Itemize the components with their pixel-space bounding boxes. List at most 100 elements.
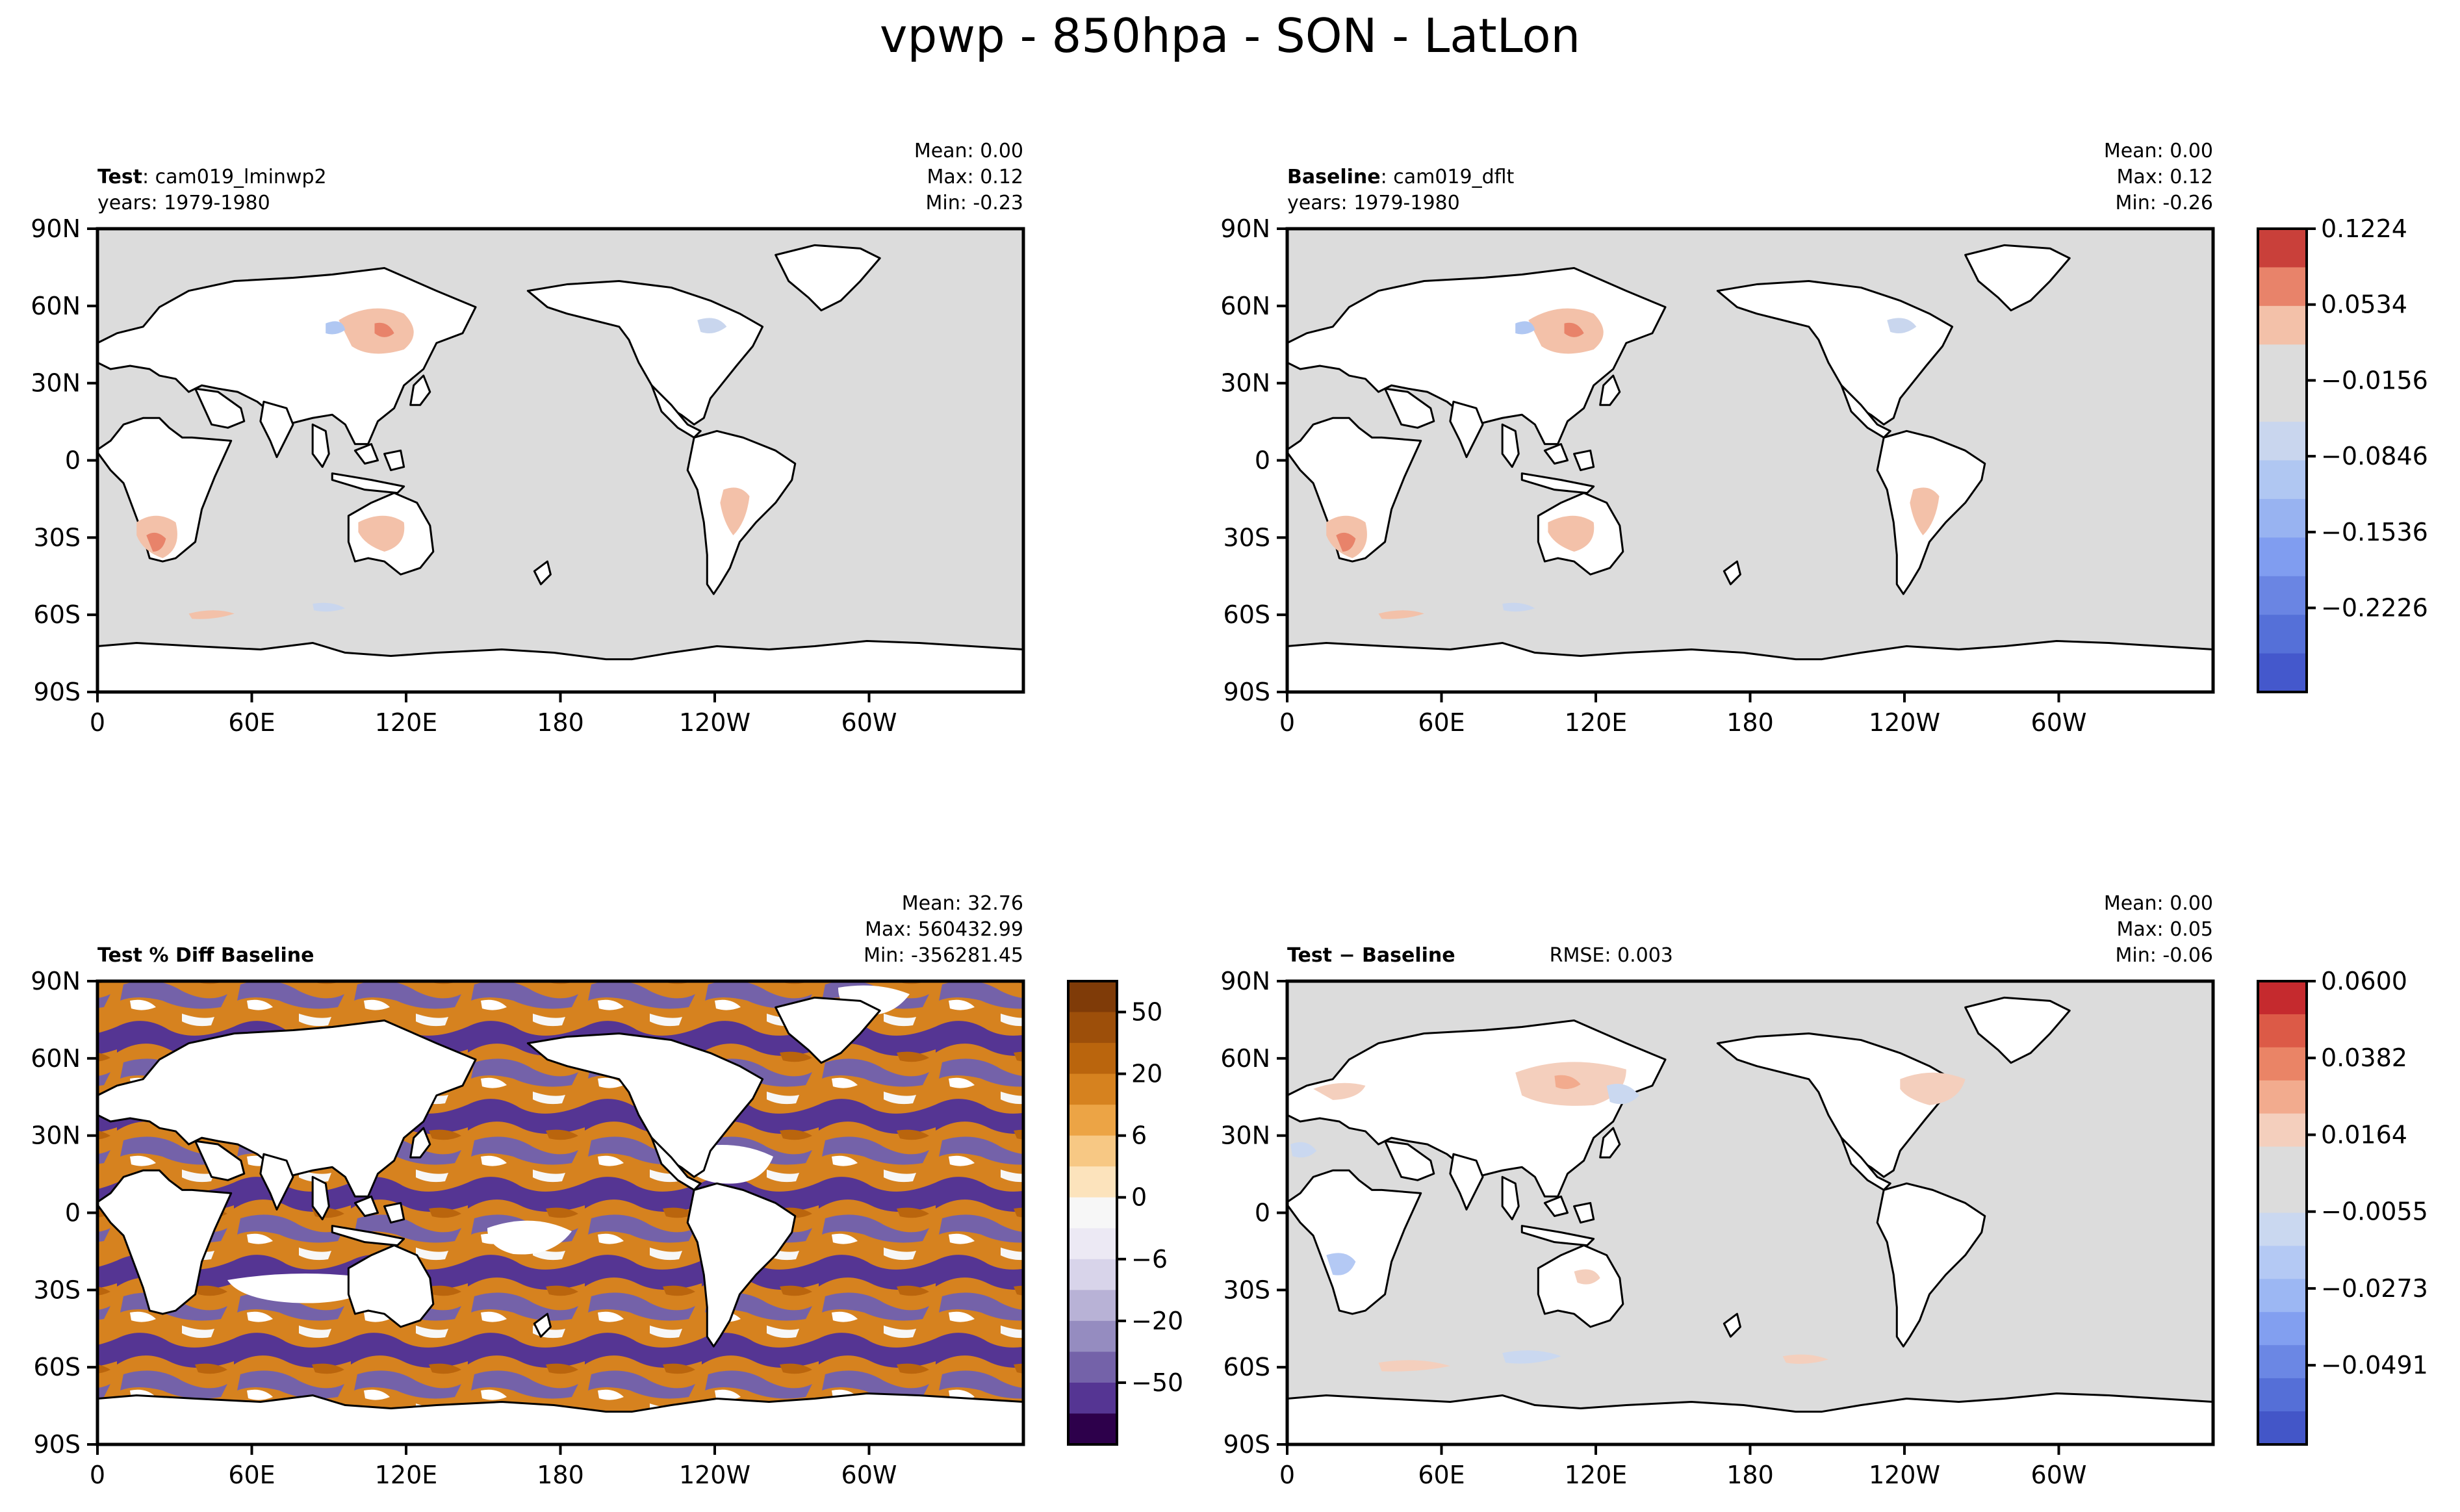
colorbar-swatch (2258, 1047, 2307, 1081)
lat-tick-label: 90N (31, 214, 81, 243)
colorbar-tick-label: −50 (1131, 1368, 1183, 1397)
panel-stat: Max: 0.05 (2117, 918, 2213, 941)
lon-tick-label: 60E (1418, 1461, 1465, 1489)
colorbar-swatch (2258, 1113, 2307, 1147)
lat-tick-label: 90S (34, 1430, 81, 1459)
colorbar-swatch (1068, 1166, 1117, 1198)
colorbar-swatch (1068, 1228, 1117, 1260)
map-plot-area (1287, 981, 2213, 1444)
lon-tick-label: 60W (2031, 708, 2087, 737)
lon-tick-label: 180 (1726, 708, 1774, 737)
colorbar-cb-pct: 50 20 6 0 −6 −20 −50 (1067, 980, 1183, 1446)
colorbar-tick-label: −0.0846 (2321, 442, 2428, 470)
panel-rmse: RMSE: 0.003 (1550, 944, 1673, 967)
lon-tick-label: 120W (679, 1461, 750, 1489)
lon-tick-label: 120E (375, 708, 438, 737)
colorbar-swatch (1068, 1290, 1117, 1322)
lon-tick-label: 60E (1418, 708, 1465, 737)
colorbar-swatch (2258, 1279, 2307, 1313)
colorbar-cb-main: 0.1224 0.0534 −0.0156 −0.0846 −0.1536 −0.2226 (2257, 214, 2428, 693)
colorbar-swatch (1068, 981, 1117, 1013)
lon-tick-label: 180 (537, 708, 584, 737)
lon-tick-label: 0 (90, 708, 105, 737)
panel-stat: Max: 0.12 (2117, 166, 2213, 188)
lon-tick-label: 120W (679, 708, 750, 737)
colorbar-swatch (2258, 1312, 2307, 1346)
panel-stat: Mean: 32.76 (902, 892, 1023, 915)
colorbar-tick-label: 0.0600 (2321, 967, 2407, 995)
map-plot-area (97, 981, 1023, 1444)
lat-tick-label: 60N (1220, 292, 1270, 320)
colorbar-swatch (1068, 1135, 1117, 1167)
lat-tick-label: 90S (1224, 678, 1270, 706)
panel-stat: Min: -0.26 (2116, 192, 2214, 214)
colorbar-swatch (2258, 1411, 2307, 1445)
panel-stat: Min: -0.23 (926, 192, 1024, 214)
colorbar-swatch (2258, 981, 2307, 1015)
lat-tick-label: 30S (34, 1275, 81, 1304)
lat-tick-label: 30S (1224, 1275, 1270, 1304)
map-panels: 90N 60N 30N 0 30S 60S 90S 0 60E 120E 180 120W 60W Tes… (31, 140, 2215, 1489)
lat-tick-label: 90S (34, 678, 81, 706)
figure-title: vpwp - 850hpa - SON - LatLon (880, 8, 1580, 63)
lat-tick-label: 60N (31, 292, 81, 320)
map-panel-pctdiff: 90N 60N 30N 0 30S 60S 90S 0 60E 120E 180 120W 60W Tes… (31, 892, 1025, 1489)
map-plot-area (1287, 229, 2213, 692)
lat-tick-label: 90N (31, 967, 81, 995)
colorbar-tick-label: 0.1224 (2321, 214, 2407, 243)
colorbar-tick-label: 6 (1131, 1121, 1147, 1150)
colorbar-swatch (2258, 576, 2307, 615)
colorbar-swatch (2258, 1014, 2307, 1048)
lat-tick-label: 60S (34, 1353, 81, 1381)
lon-tick-label: 180 (1726, 1461, 1774, 1489)
colorbar-swatch (2258, 422, 2307, 461)
colorbar-tick-label: −0.0156 (2321, 366, 2428, 394)
panel-stat: Mean: 0.00 (914, 140, 1023, 162)
lat-tick-label: 90N (1220, 214, 1270, 243)
lat-tick-label: 60S (1224, 1353, 1270, 1381)
lon-tick-label: 120E (1565, 1461, 1628, 1489)
colorbar-swatch (2258, 460, 2307, 500)
colorbar-swatch (1068, 1043, 1117, 1075)
colorbar-tick-label: 0.0382 (2321, 1044, 2407, 1072)
panel-label: Test % Diff Baseline (97, 944, 314, 967)
map-panel-diff: 90N 60N 30N 0 30S 60S 90S 0 60E 120E 180 120W 60W Tes… (1220, 892, 2215, 1489)
lon-tick-label: 60E (228, 1461, 275, 1489)
colorbar-swatch (2258, 1179, 2307, 1213)
lat-tick-label: 90N (1220, 967, 1270, 995)
colorbar-swatch (2258, 1212, 2307, 1246)
colorbar-tick-label: −0.0491 (2321, 1351, 2428, 1379)
colorbar-tick-label: 20 (1131, 1060, 1162, 1088)
colorbar-swatch (2258, 344, 2307, 384)
lat-tick-label: 60S (34, 600, 81, 629)
lat-tick-label: 60N (1220, 1044, 1270, 1073)
colorbar-swatch (1068, 1413, 1117, 1445)
colorbar-tick-label: −0.0055 (2321, 1198, 2428, 1226)
lat-tick-label: 30N (31, 1121, 81, 1150)
panel-stat: Mean: 0.00 (2104, 140, 2213, 162)
colorbar-swatch (1068, 1352, 1117, 1383)
colorbar-swatch (2258, 229, 2307, 268)
lat-tick-label: 30N (1220, 369, 1270, 398)
lat-tick-label: 60N (31, 1044, 81, 1073)
colorbar-swatch (1068, 1197, 1117, 1229)
colorbar-swatch (1068, 1320, 1117, 1352)
colorbar-swatch (1068, 1382, 1117, 1414)
lat-tick-label: 0 (65, 1199, 81, 1227)
panel-years: years: 1979-1980 (97, 192, 270, 214)
colorbars: 0.1224 0.0534 −0.0156 −0.0846 −0.1536 −0.2226… (1067, 214, 2428, 1446)
panel-stat: Min: -356281.45 (864, 944, 1023, 967)
colorbar-swatch (2258, 305, 2307, 345)
lat-tick-label: 0 (1255, 446, 1270, 475)
colorbar-swatch (2258, 1345, 2307, 1379)
colorbar-tick-label: 50 (1131, 998, 1162, 1027)
colorbar-tick-label: −6 (1131, 1245, 1168, 1274)
map-plot-area (97, 229, 1023, 692)
colorbar-tick-label: −0.1536 (2321, 518, 2428, 546)
lat-tick-label: 90S (1224, 1430, 1270, 1459)
lat-tick-label: 30N (1220, 1121, 1270, 1150)
panel-stat: Min: -0.06 (2116, 944, 2214, 967)
colorbar-tick-label: 0 (1131, 1183, 1147, 1212)
colorbar-tick-label: −20 (1131, 1307, 1183, 1335)
